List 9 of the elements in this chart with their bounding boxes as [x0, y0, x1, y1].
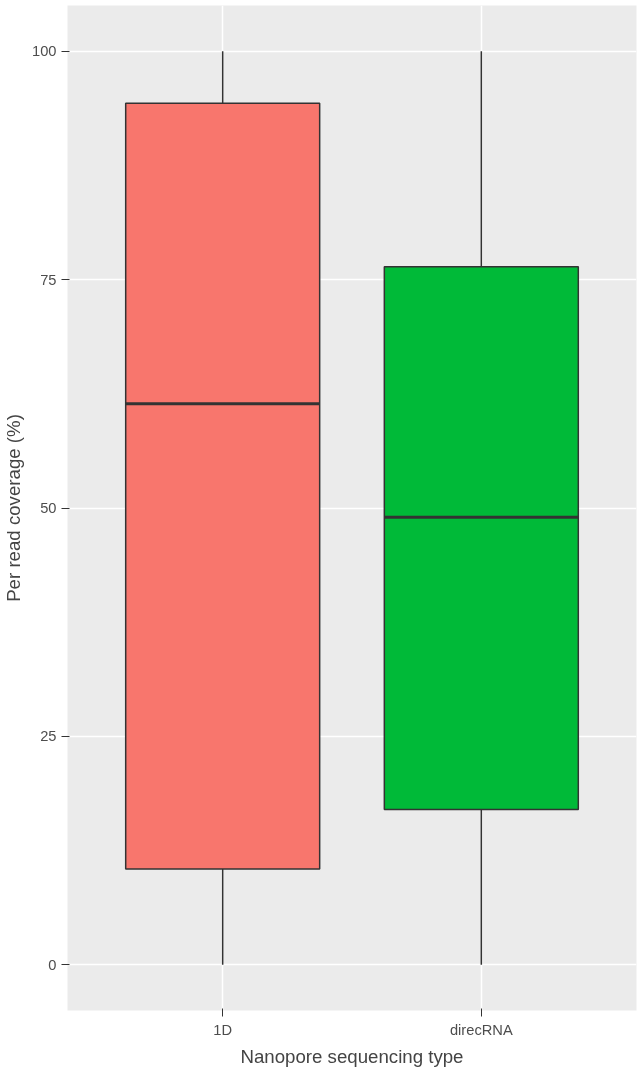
x-axis-title: Nanopore sequencing type — [240, 1045, 464, 1067]
y-tick-label: 75 — [40, 271, 57, 288]
y-tick-label: 100 — [32, 43, 57, 60]
y-tick-label: 25 — [40, 728, 57, 745]
x-tick-label: direcRNA — [449, 1021, 513, 1038]
y-tick-label: 50 — [40, 500, 57, 516]
y-axis-title: Per read coverage (%) — [3, 414, 25, 602]
y-tick-label: 0 — [48, 956, 57, 973]
x-tick-label: 1D — [213, 1021, 233, 1038]
